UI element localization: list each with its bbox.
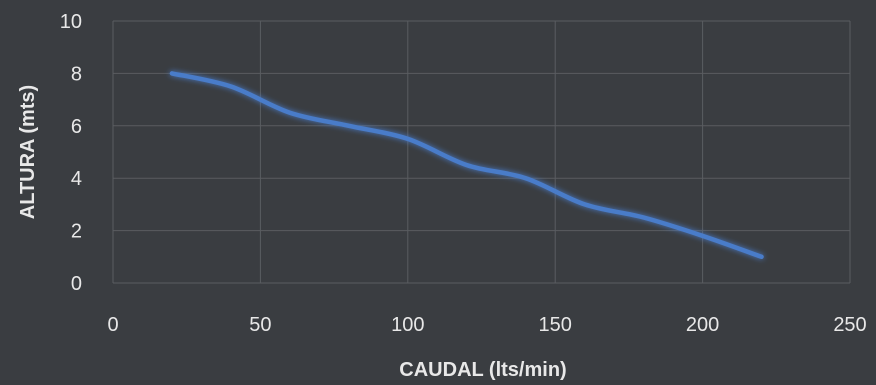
x-tick-label: 200 <box>686 314 719 336</box>
y-tick-label: 2 <box>71 221 82 243</box>
y-axis-title: ALTURA (mts) <box>17 85 39 219</box>
y-tick-label: 8 <box>71 63 82 85</box>
y-tick-label: 0 <box>71 273 82 295</box>
x-tick-label: 0 <box>107 314 118 336</box>
y-tick-label: 10 <box>60 11 82 33</box>
x-tick-label: 150 <box>539 314 572 336</box>
x-tick-label: 100 <box>391 314 424 336</box>
x-tick-label: 50 <box>249 314 271 336</box>
y-tick-label: 4 <box>71 168 82 190</box>
x-tick-label: 250 <box>833 314 866 336</box>
x-axis-ticks: 0 50 100 150 200 250 <box>107 314 866 336</box>
series-line <box>169 71 764 260</box>
y-tick-label: 6 <box>71 116 82 138</box>
grid <box>112 20 851 284</box>
x-axis-title: CAUDAL (lts/min) <box>399 359 566 381</box>
series-layer <box>169 71 764 260</box>
y-axis-ticks: 0 2 4 6 8 10 <box>60 11 82 295</box>
